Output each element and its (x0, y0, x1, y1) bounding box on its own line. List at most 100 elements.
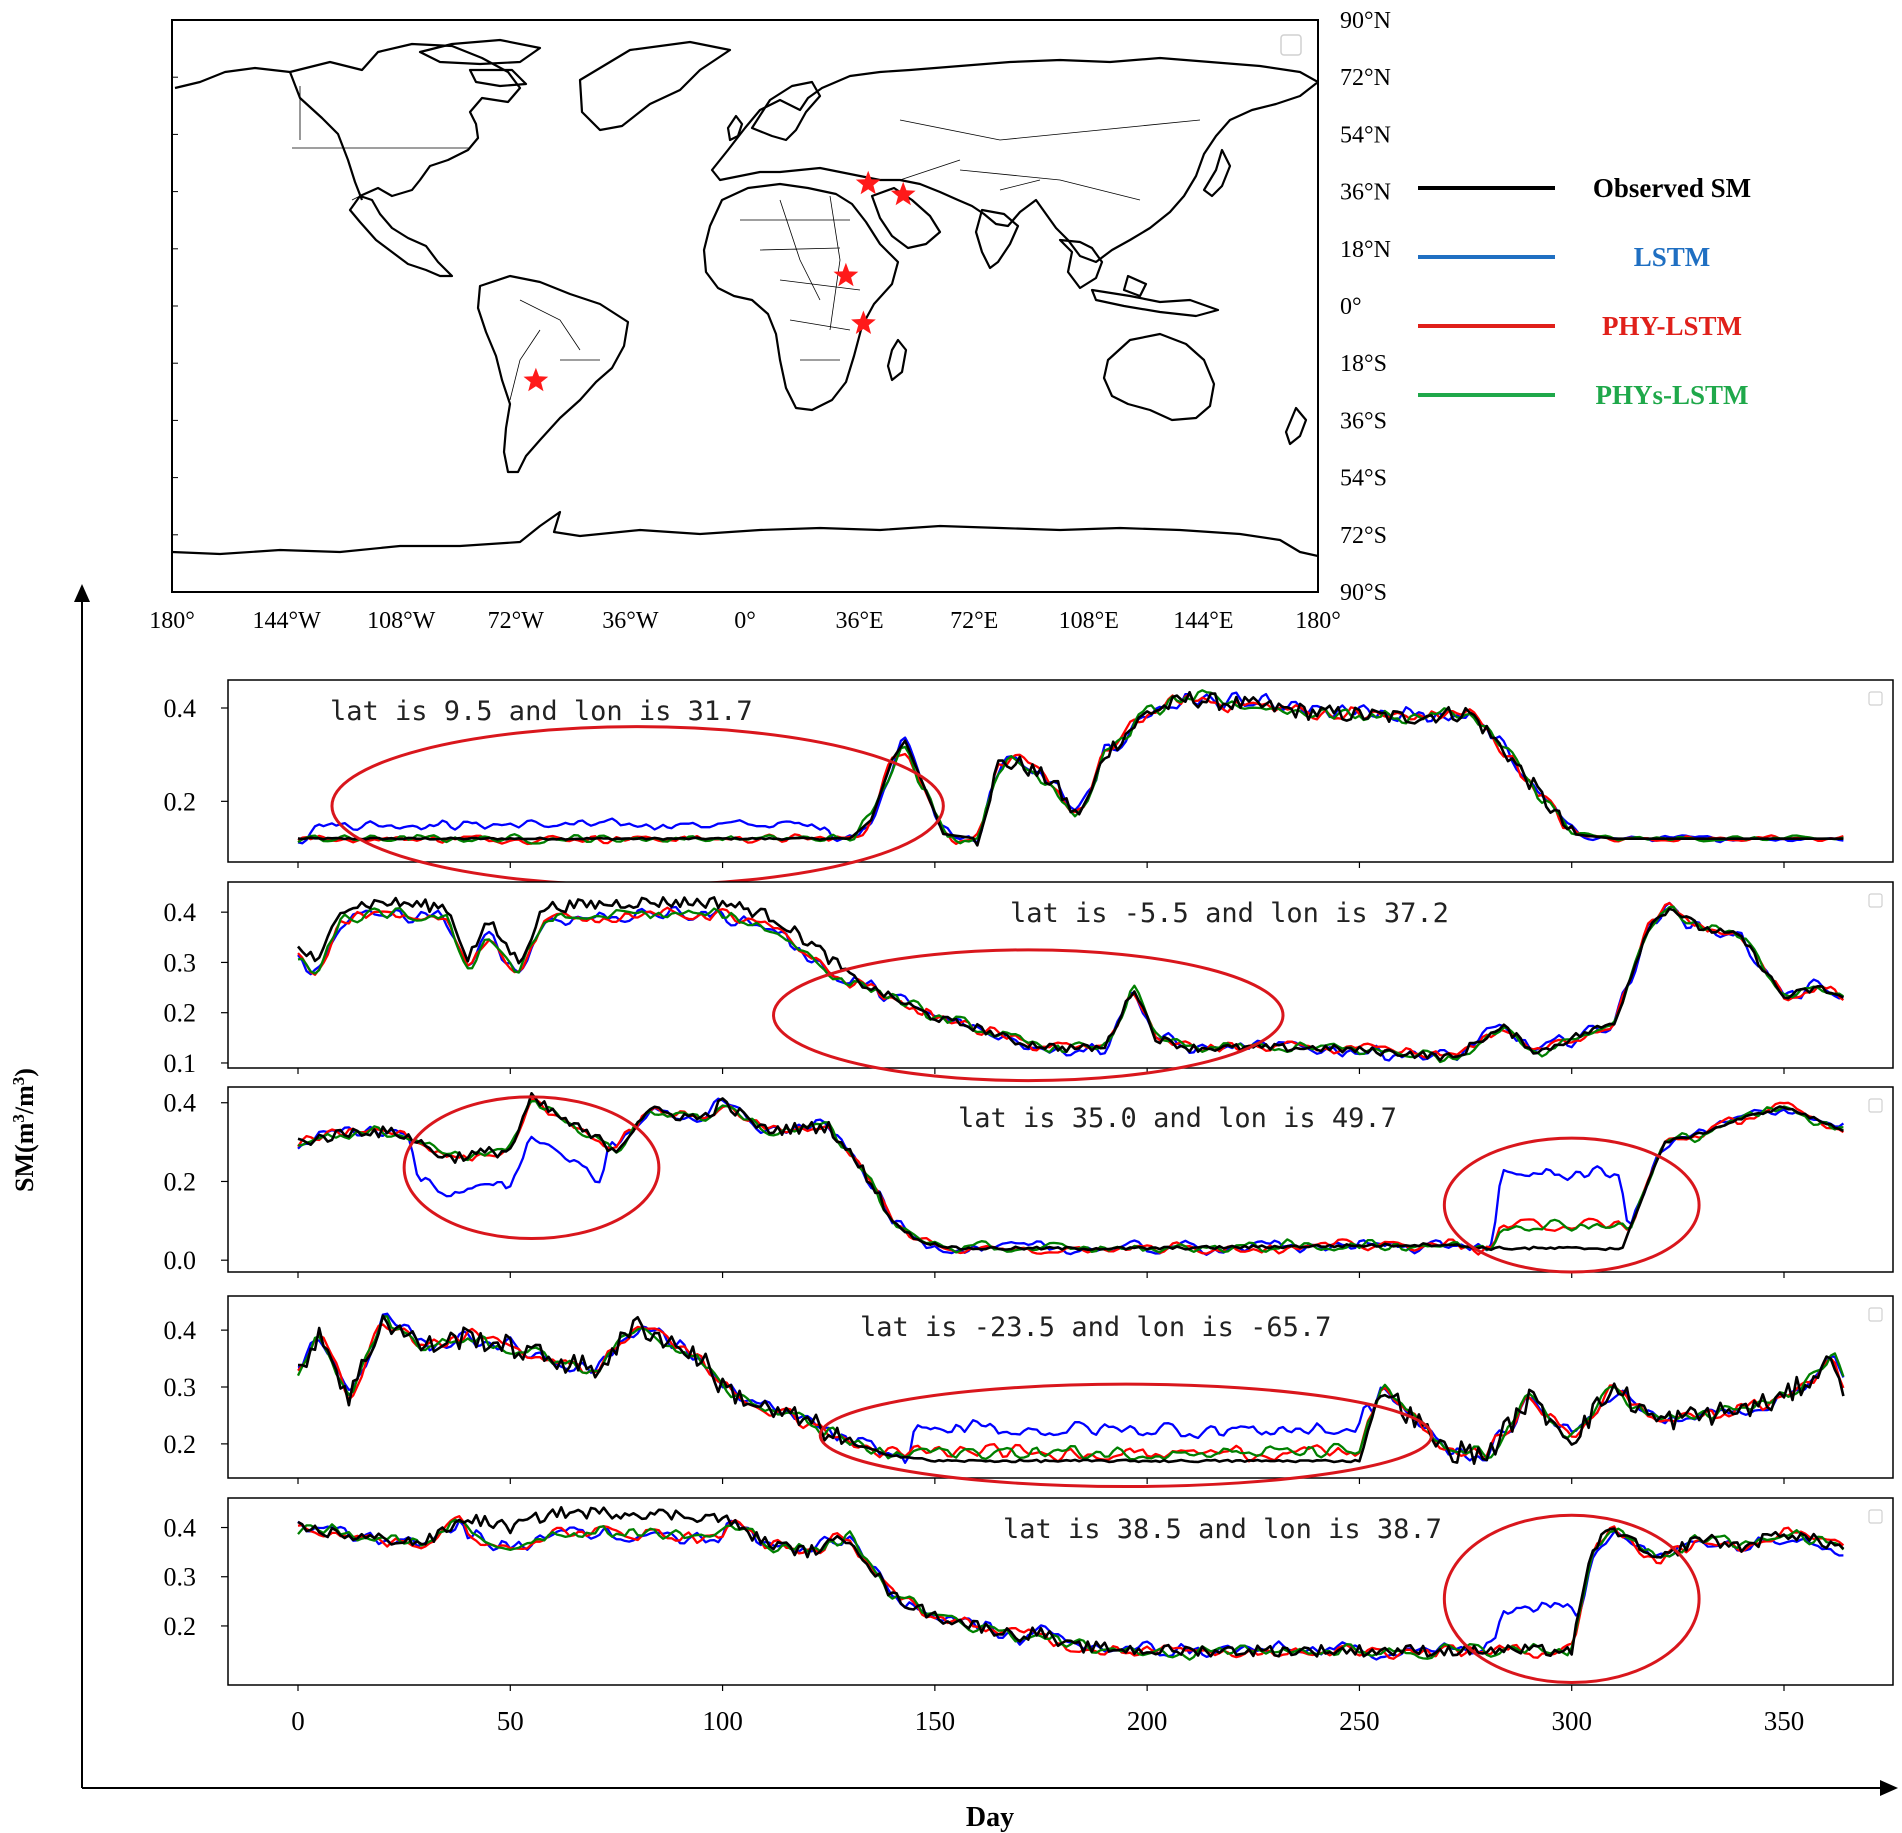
series-observed-line (297, 690, 1844, 847)
legend: Observed SM LSTM PHY-LSTM PHYs-LSTM (1418, 173, 1751, 410)
lat-labels: 90°N 72°N 54°N 36°N 18°N 0° 18°S 36°S 54°S 72°S 90… (1340, 8, 1391, 606)
site-star-icon (855, 170, 881, 195)
panel-frame (227, 1086, 1894, 1273)
y-axis-label: SM(m3/m3) (9, 1068, 40, 1192)
country-borders (292, 86, 1201, 401)
panel-1: 0.2 0.4 lat is 9.5 and lon is 31.7 (164, 679, 1894, 887)
panel-2: 0.1 0.2 0.3 0.4 lat is -5.5 and lon is 37.2 (164, 881, 1894, 1083)
site-star-icon (833, 262, 859, 287)
japan-outline (1202, 148, 1232, 198)
highlight-ellipse (1442, 1136, 1701, 1274)
y-tick-label: 0.3 (164, 1563, 197, 1592)
lat-label: 36°S (1340, 408, 1387, 434)
x-tick-label: 150 (915, 1706, 956, 1736)
panel-legend-box-icon (1868, 1509, 1883, 1524)
highlight-ellipse (772, 948, 1285, 1083)
y-tick-label: 0.2 (164, 1430, 197, 1459)
panel-legend-box-icon (1868, 893, 1883, 908)
map-frame (171, 19, 1319, 593)
lon-label: 0° (734, 608, 756, 634)
world-map: 90°N 72°N 54°N 36°N 18°N 0° 18°S 36°S 54°S 72°S 90… (149, 8, 1391, 634)
highlight-ellipse (818, 1382, 1434, 1489)
y-tick-label: 0.2 (164, 787, 197, 816)
y-tick-label: 0.3 (164, 948, 197, 977)
map-left-ticks (172, 19, 178, 593)
lon-label: 144°W (252, 608, 321, 634)
series-observed-line (297, 1092, 1844, 1252)
x-tick-label: 100 (702, 1706, 743, 1736)
scandinavia-outline (750, 80, 822, 142)
new-zealand-outline (1284, 406, 1308, 446)
x-tick-label: 300 (1551, 1706, 1592, 1736)
site-star-icon (851, 310, 876, 334)
africa-outline (702, 182, 900, 412)
y-tick-label: 0.2 (164, 1167, 197, 1196)
lat-label: 18°S (1340, 351, 1387, 377)
x-axis-ticks: 0 50 100 150 200 250 300 350 (291, 1706, 1804, 1736)
panel-frame (227, 1497, 1894, 1686)
lat-label: 0° (1340, 294, 1362, 320)
lon-label: 36°E (835, 608, 883, 634)
series-observed-line (297, 1506, 1845, 1658)
se-asia-outline (1058, 238, 1104, 290)
lat-label: 54°N (1340, 122, 1391, 148)
canadian-islands (418, 38, 542, 88)
antarctica-outline (172, 510, 1318, 558)
lon-labels: 180° 144°W 108°W 72°W 36°W 0° 36°E 72°E 108°E 144… (149, 608, 1341, 634)
x-tick-label: 0 (291, 1706, 305, 1736)
panel-frame (227, 881, 1894, 1069)
border-lines (292, 86, 1201, 401)
lon-label: 72°W (488, 608, 545, 634)
site-markers (523, 170, 916, 392)
panel-legend-box-icon (1868, 1098, 1883, 1113)
lat-label: 90°N (1340, 8, 1391, 34)
india-outline (974, 208, 1020, 270)
y-tick-label: 0.4 (164, 898, 197, 927)
y-tick-label: 0.4 (164, 694, 197, 723)
lon-label: 108°W (367, 608, 436, 634)
lon-label: 144°E (1173, 608, 1233, 634)
site-star-icon (523, 367, 549, 392)
legend-label: Observed SM (1593, 173, 1751, 203)
australia-outline (1102, 332, 1216, 422)
y-tick-label: 0.0 (164, 1246, 197, 1275)
y-tick-label: 0.1 (164, 1049, 197, 1078)
lon-label: 36°W (602, 608, 659, 634)
x-tick-label: 250 (1339, 1706, 1380, 1736)
lat-label: 18°N (1340, 237, 1391, 263)
y-tick-label: 0.3 (164, 1373, 197, 1402)
lat-label: 72°N (1340, 65, 1391, 91)
madagascar-outline (886, 338, 908, 382)
greenland-outline (578, 40, 732, 132)
uk-outline (726, 114, 744, 142)
lon-label: 72°E (950, 608, 998, 634)
panel-title: lat is -5.5 and lon is 37.2 (1010, 898, 1449, 929)
y-axis-arrowhead-icon (74, 584, 90, 602)
y-tick-label: 0.2 (164, 1612, 197, 1641)
y-tick-label: 0.2 (164, 999, 197, 1028)
panel-3: 0.0 0.2 0.4 lat is 35.0 and lon is 49.7 (164, 1086, 1894, 1278)
legend-label: PHY-LSTM (1602, 311, 1742, 341)
south-america-outline (476, 274, 630, 474)
eurasia-outline (710, 56, 1318, 264)
map-legend-box-icon (1280, 34, 1302, 56)
indonesia-outline (1090, 274, 1220, 318)
panel-4: 0.2 0.3 0.4 lat is -23.5 and lon is -65.7 (164, 1295, 1894, 1489)
x-tick-label: 200 (1127, 1706, 1168, 1736)
series-lstm-line (297, 691, 1844, 845)
series-lstm-line (297, 901, 1844, 1062)
x-tick-label: 50 (497, 1706, 524, 1736)
panel-title: lat is 35.0 and lon is 49.7 (958, 1103, 1397, 1134)
lon-label: 180° (149, 608, 195, 634)
panel-title: lat is -23.5 and lon is -65.7 (860, 1312, 1331, 1343)
lat-label: 72°S (1340, 523, 1387, 549)
lat-label: 36°N (1340, 180, 1391, 206)
outer-axes: Day SM(m3/m3) (9, 584, 1898, 1833)
lat-label: 90°S (1340, 580, 1387, 606)
north-america-outline (174, 42, 522, 278)
legend-label: PHYs-LSTM (1595, 380, 1748, 410)
x-tick-label: 350 (1764, 1706, 1805, 1736)
series-observed-line (297, 1314, 1845, 1465)
lat-label: 54°S (1340, 466, 1387, 492)
